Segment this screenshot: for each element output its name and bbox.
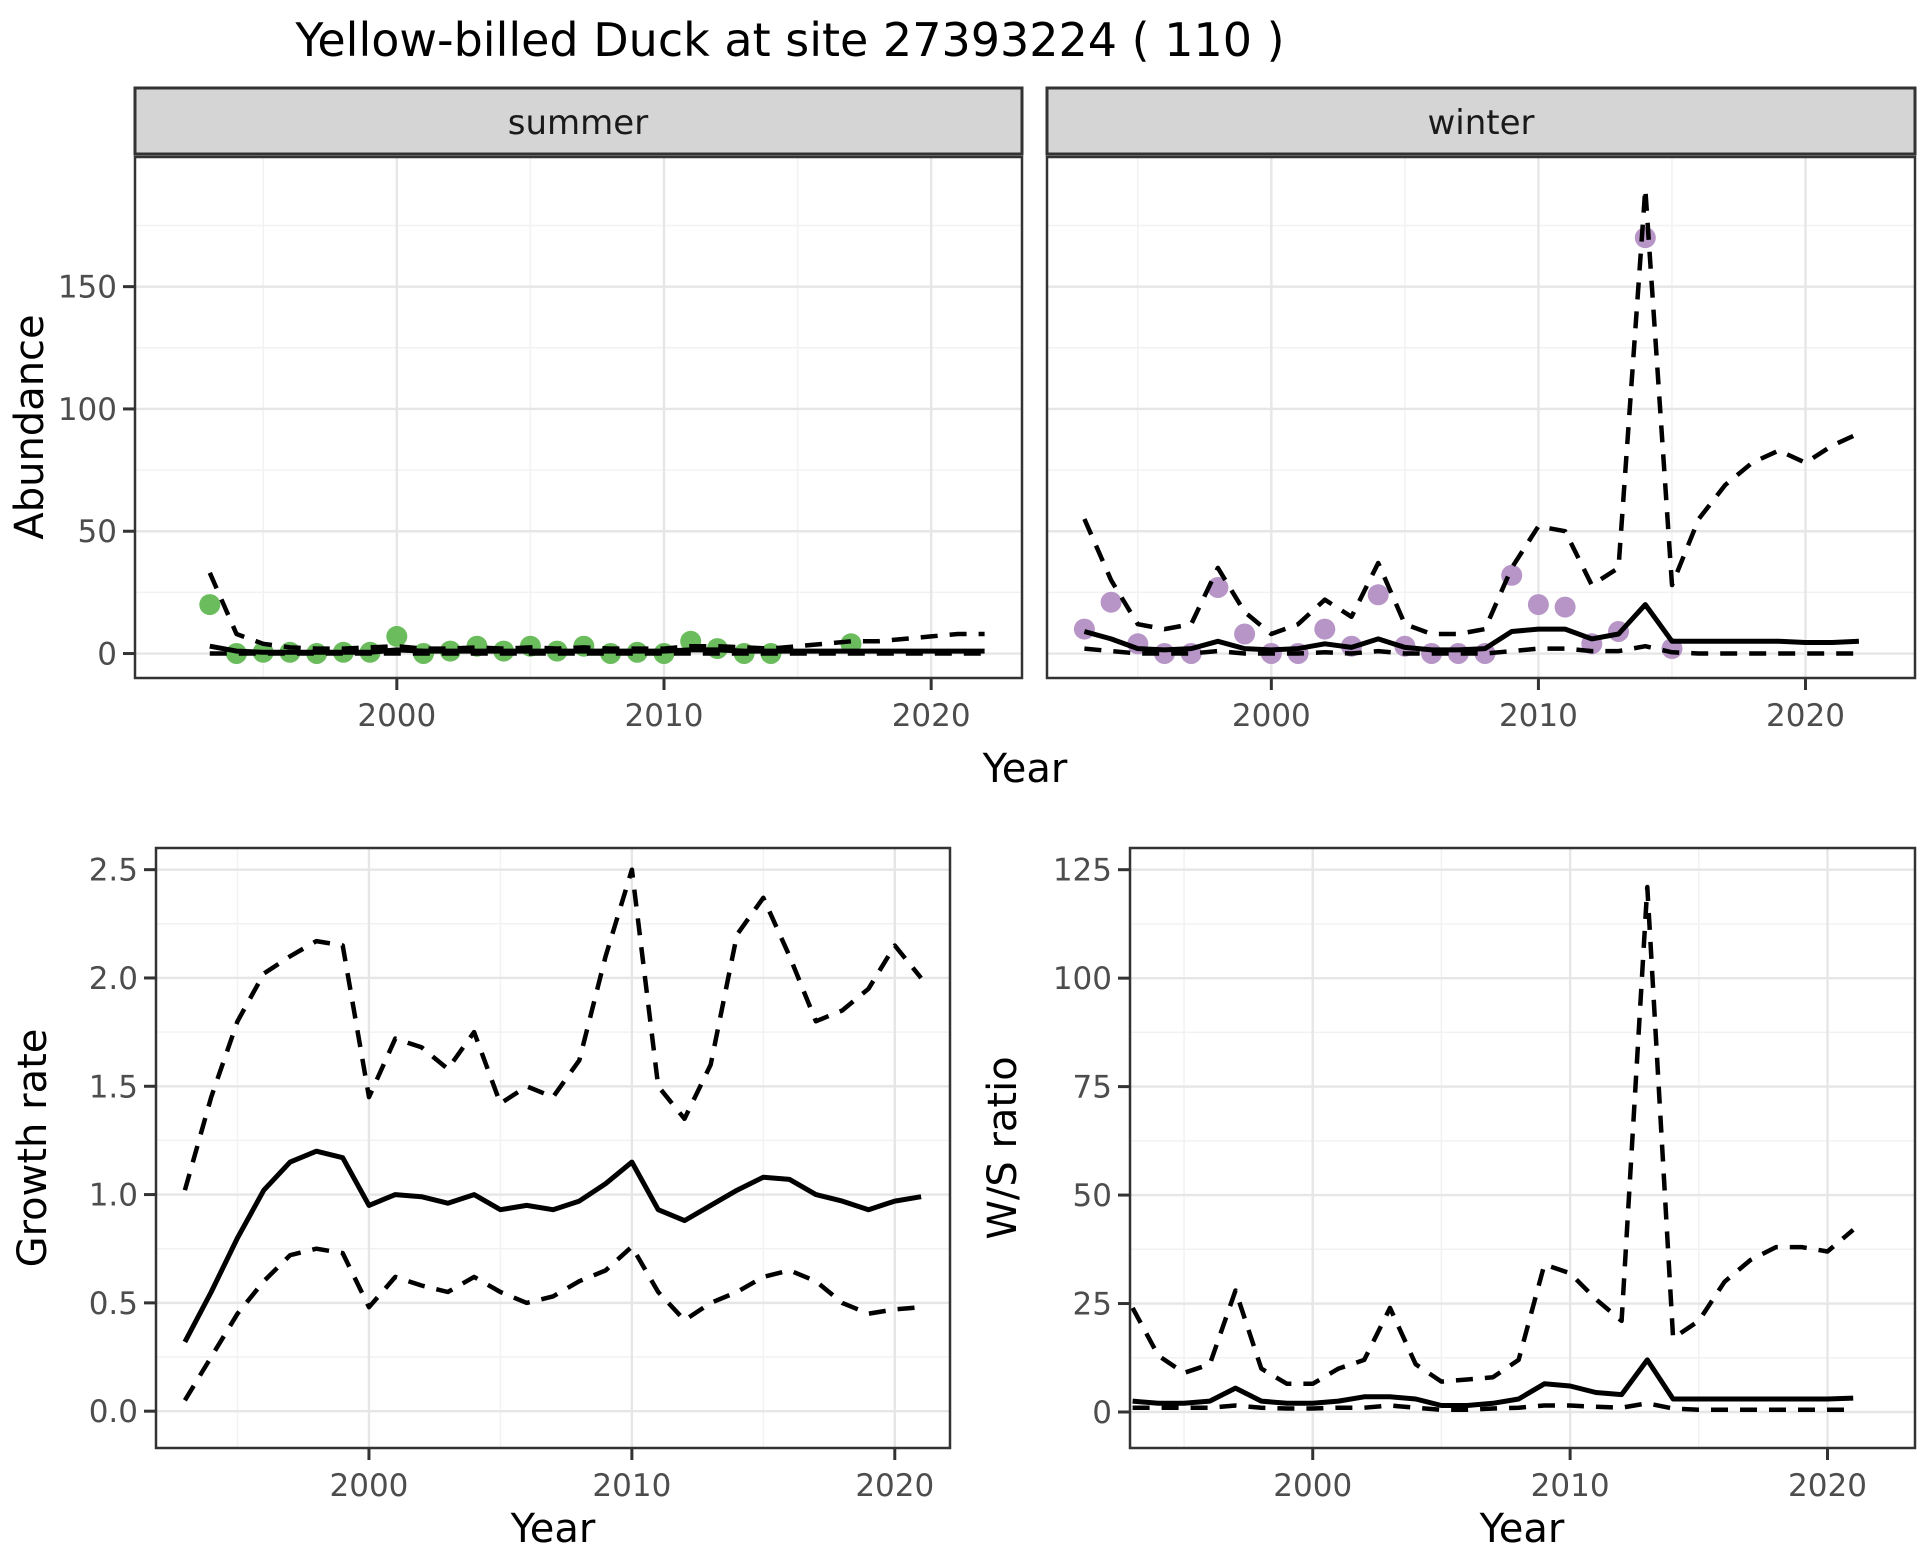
y-axis-title-growth-rate: Growth rate <box>10 1029 56 1268</box>
data-point <box>1367 584 1389 606</box>
y-tick-label: 50 <box>1073 1178 1112 1214</box>
x-tick-label: 2000 <box>357 698 436 734</box>
panel-plot-area <box>182 867 923 1402</box>
y-tick-label: 1.5 <box>89 1069 138 1105</box>
panel-ws-ratio: 2000 2010 2020 0 25 50 75 100 125 <box>1053 846 1917 1504</box>
facet-strip-summer <box>133 86 1024 156</box>
panel-growth-rate: 2000 2010 2020 0.0 0.5 1.0 1.5 2.0 2.5 <box>89 846 952 1504</box>
median-line <box>1083 602 1860 653</box>
x-tick-label: 2020 <box>855 1468 934 1504</box>
panel-background <box>1047 157 1915 678</box>
x-tick-label: 2000 <box>1232 698 1311 734</box>
panel-border <box>154 846 952 1450</box>
panel-plot-area <box>1130 884 1855 1413</box>
y-axis-title-ws-ratio: W/S ratio <box>980 1056 1026 1239</box>
y-tick-label: 1.0 <box>89 1178 138 1214</box>
panel-background <box>156 848 950 1448</box>
y-tick-label: 75 <box>1073 1070 1112 1106</box>
facet-strip-winter-label: winter <box>1427 103 1534 143</box>
data-point <box>1100 591 1122 613</box>
x-tick-label: 2000 <box>330 1468 409 1504</box>
panel-background <box>1130 848 1915 1448</box>
panel-border <box>1045 155 1917 680</box>
data-point <box>1073 618 1095 640</box>
x-tick-label: 2020 <box>1788 1468 1867 1504</box>
lower-ci-line <box>1084 643 1859 656</box>
median-line <box>209 643 985 655</box>
data-point <box>1554 596 1576 618</box>
y-tick-label: 0.0 <box>89 1394 138 1430</box>
data-point <box>199 594 221 616</box>
y-tick-label: 2.0 <box>89 961 138 997</box>
y-tick-label: 0 <box>97 637 117 673</box>
lower-ci-line <box>1132 1401 1854 1413</box>
panel-plot-area <box>199 571 985 664</box>
upper-ci-line <box>182 867 923 1191</box>
lower-ci-line <box>182 1244 922 1402</box>
facet-strip-summer-label: summer <box>508 103 648 143</box>
x-tick-label: 2020 <box>892 698 971 734</box>
y-tick-label: 150 <box>58 270 117 306</box>
y-tick-label: 125 <box>1053 853 1112 889</box>
y-tick-label: 0 <box>1092 1395 1112 1431</box>
y-tick-label: 25 <box>1073 1287 1112 1323</box>
x-tick-label: 2010 <box>625 698 704 734</box>
x-axis-title-year-top: Year <box>982 746 1068 792</box>
y-tick-label: 0.5 <box>89 1286 138 1322</box>
x-axis-title-year-bottom-right: Year <box>1479 1506 1565 1552</box>
y-tick-label: 100 <box>58 392 117 428</box>
data-point <box>1234 623 1256 645</box>
y-axis-title-abundance: Abundance <box>7 314 53 539</box>
x-tick-label: 2000 <box>1273 1468 1352 1504</box>
data-point <box>1527 594 1549 616</box>
x-axis-title-year-bottom-left: Year <box>510 1506 596 1552</box>
upper-ci-line <box>1082 186 1860 637</box>
facet-strip-winter <box>1045 86 1917 156</box>
y-tick-label: 2.5 <box>89 853 138 889</box>
panel-border <box>133 155 1024 680</box>
x-tick-label: 2020 <box>1766 698 1845 734</box>
panel-plot-area <box>1073 186 1860 664</box>
panel-border <box>1128 846 1917 1450</box>
panel-background <box>135 157 1022 678</box>
panels-container: 2000 2010 2020 0 50 100 150 2000 2010 2020 2000 201… <box>58 155 1917 1504</box>
y-tick-label: 50 <box>78 514 117 550</box>
x-tick-label: 2010 <box>592 1468 671 1504</box>
plot-title: Yellow-billed Duck at site 27393224 ( 11… <box>294 13 1284 67</box>
median-line <box>1132 1357 1854 1408</box>
data-point <box>1314 618 1336 640</box>
median-line <box>182 1148 922 1344</box>
x-tick-label: 2010 <box>1499 698 1578 734</box>
x-tick-label: 2010 <box>1531 1468 1610 1504</box>
data-point <box>386 625 408 647</box>
data-point <box>1634 227 1656 249</box>
panel-abundance-summer: 2000 2010 2020 0 50 100 150 <box>58 155 1024 734</box>
upper-ci-line <box>1130 884 1855 1387</box>
y-tick-label: 100 <box>1053 961 1112 997</box>
panel-abundance-winter: 2000 2010 2020 <box>1045 155 1917 734</box>
